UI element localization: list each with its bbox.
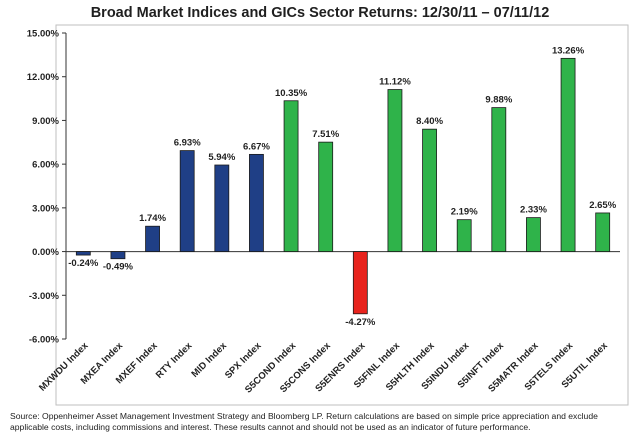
bar-spx-index [249, 153, 264, 252]
data-label: 10.35% [275, 88, 308, 99]
y-tick-label: 0.00% [32, 247, 59, 258]
data-label: 6.67% [243, 141, 270, 152]
bar-s5tels-index [560, 57, 576, 252]
y-tick-label: 12.00% [27, 72, 60, 83]
data-label: 2.65% [589, 200, 616, 211]
y-tick-label: 6.00% [32, 160, 59, 171]
bar-s5inft-index [491, 107, 507, 252]
bar-mxef-index [145, 225, 160, 252]
y-tick-label: -6.00% [29, 335, 60, 346]
bar-s5finl-index [387, 89, 403, 252]
y-tick-label: 15.00% [27, 29, 60, 40]
bar-s5util-index [595, 212, 611, 252]
y-tick-label: 9.00% [32, 116, 59, 127]
data-label: 9.88% [485, 95, 512, 106]
bar-s5hlth-index [422, 128, 437, 252]
data-label: -4.27% [345, 317, 376, 328]
category-label: MXWDU Index [37, 340, 91, 394]
bar-s5cons-index [318, 141, 334, 252]
source-note: Source: Oppenheimer Asset Management Inv… [10, 411, 598, 432]
bar-s5cond-index [283, 100, 299, 252]
chart-title: Broad Market Indices and GICs Sector Ret… [90, 5, 550, 21]
data-label: 8.40% [416, 116, 443, 127]
data-label: 2.33% [520, 205, 547, 216]
y-tick-label: -3.00% [29, 291, 60, 302]
data-label: -0.24% [68, 258, 99, 269]
data-label: 6.93% [174, 138, 201, 149]
bar-s5matr-index [526, 217, 541, 252]
data-label: 13.26% [552, 45, 585, 56]
bar-s5enrs-index [352, 251, 368, 315]
bar-mxwdu-index [75, 251, 91, 256]
data-label: -0.49% [103, 262, 134, 273]
data-label: 7.51% [312, 129, 339, 140]
data-label: 11.12% [379, 77, 411, 88]
bar-mid-index [214, 164, 230, 252]
bar-mxea-index [110, 251, 126, 260]
category-label: RTY Index [154, 340, 195, 381]
y-tick-label: 3.00% [32, 203, 59, 214]
data-label: 2.19% [451, 207, 478, 218]
bar-rty-index [179, 150, 195, 252]
data-label: 5.94% [208, 152, 235, 163]
plot-area [55, 24, 629, 406]
data-label: 1.74% [139, 213, 166, 224]
bar-s5indu-index [456, 219, 472, 252]
